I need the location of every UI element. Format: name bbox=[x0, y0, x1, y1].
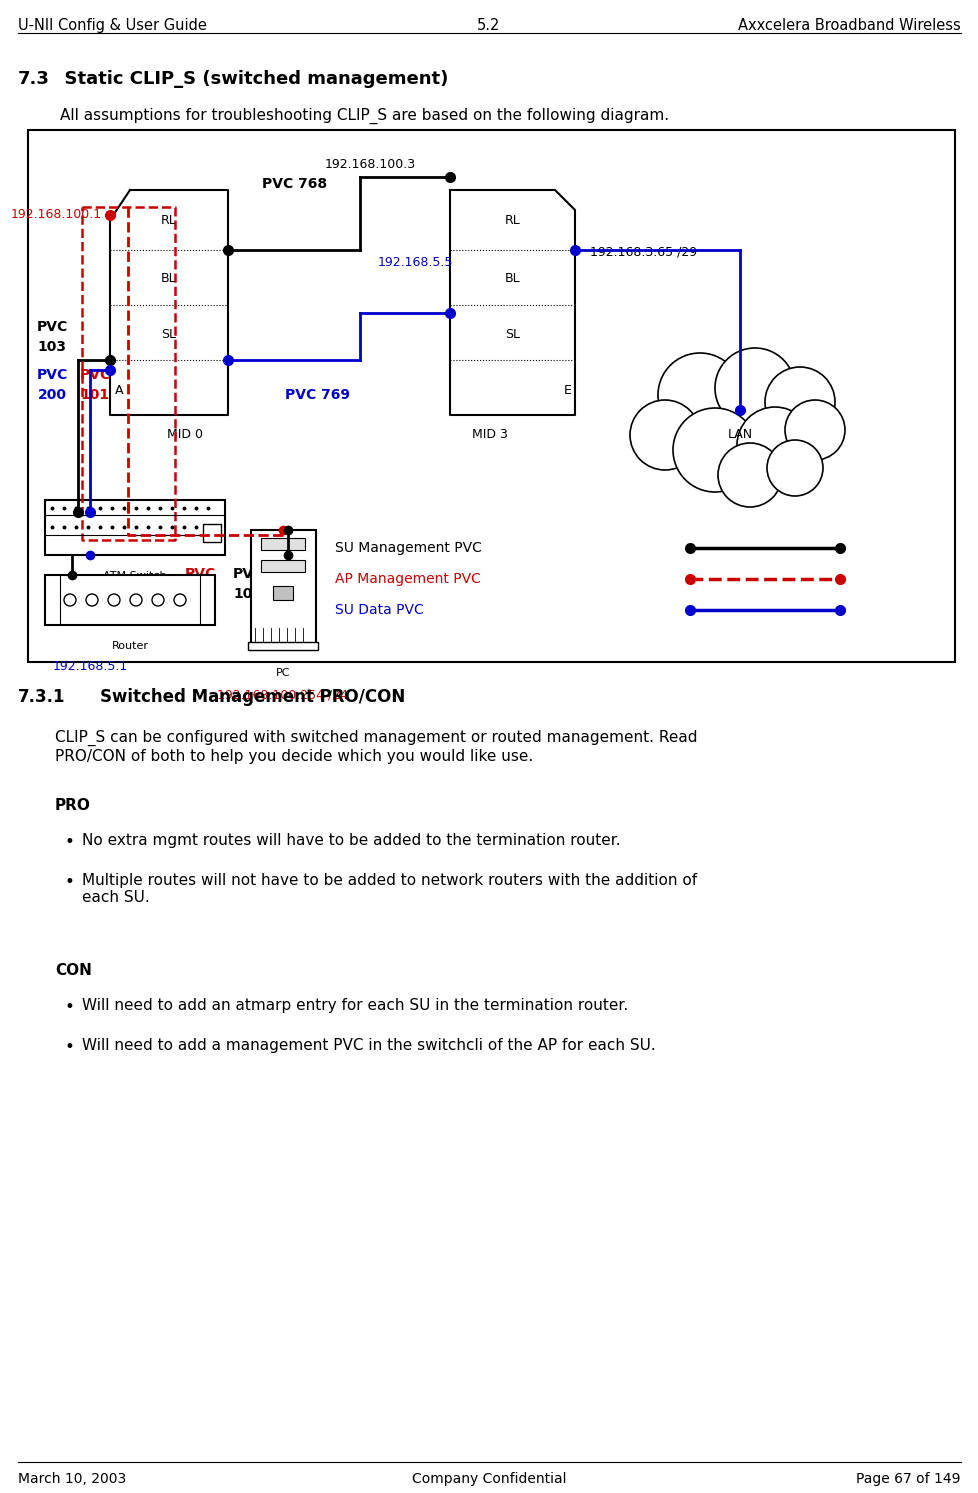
Text: Company Confidential: Company Confidential bbox=[412, 1472, 565, 1486]
Text: March 10, 2003: March 10, 2003 bbox=[18, 1472, 126, 1486]
Text: U-NII Config & User Guide: U-NII Config & User Guide bbox=[18, 18, 206, 33]
Text: PVC: PVC bbox=[79, 367, 111, 382]
Circle shape bbox=[64, 594, 76, 606]
Text: Router: Router bbox=[111, 640, 149, 651]
Text: PVC: PVC bbox=[232, 567, 263, 581]
Text: All assumptions for troubleshooting CLIP_S are based on the following diagram.: All assumptions for troubleshooting CLIP… bbox=[60, 107, 668, 124]
Text: •: • bbox=[65, 997, 74, 1017]
Text: Page 67 of 149: Page 67 of 149 bbox=[856, 1472, 960, 1486]
Circle shape bbox=[108, 594, 120, 606]
Text: PVC: PVC bbox=[36, 320, 67, 334]
Circle shape bbox=[630, 400, 699, 470]
Bar bbox=[28, 130, 954, 661]
Text: LAN: LAN bbox=[727, 428, 752, 442]
Circle shape bbox=[130, 594, 142, 606]
Text: PVC: PVC bbox=[184, 567, 215, 581]
Bar bbox=[45, 500, 225, 555]
Text: PVC 768: PVC 768 bbox=[262, 178, 328, 191]
Text: •: • bbox=[65, 833, 74, 851]
Bar bbox=[261, 560, 305, 572]
Circle shape bbox=[152, 594, 164, 606]
Text: 192.168.100.254 /24: 192.168.100.254 /24 bbox=[217, 688, 348, 702]
Text: 192.168.100.1: 192.168.100.1 bbox=[11, 209, 102, 221]
Bar bbox=[202, 524, 221, 542]
Text: •: • bbox=[65, 1038, 74, 1056]
Bar bbox=[45, 575, 215, 626]
Circle shape bbox=[784, 400, 844, 460]
Bar bbox=[250, 530, 316, 649]
Text: SL: SL bbox=[161, 328, 176, 342]
Text: CON: CON bbox=[55, 963, 92, 978]
Text: PVC: PVC bbox=[36, 367, 67, 382]
Text: BL: BL bbox=[161, 272, 177, 285]
Text: No extra mgmt routes will have to be added to the termination router.: No extra mgmt routes will have to be add… bbox=[82, 833, 620, 848]
Text: 7.3: 7.3 bbox=[18, 70, 50, 88]
Text: SU Management PVC: SU Management PVC bbox=[334, 540, 481, 555]
Text: BL: BL bbox=[505, 272, 519, 285]
Text: 101: 101 bbox=[80, 388, 110, 402]
Text: MID 0: MID 0 bbox=[167, 428, 202, 440]
Text: 7.3.1: 7.3.1 bbox=[18, 688, 66, 706]
Circle shape bbox=[766, 440, 822, 496]
Bar bbox=[273, 585, 292, 600]
Bar bbox=[261, 537, 305, 549]
Text: Will need to add an atmarp entry for each SU in the termination router.: Will need to add an atmarp entry for eac… bbox=[82, 997, 628, 1012]
Text: Will need to add a management PVC in the switchcli of the AP for each SU.: Will need to add a management PVC in the… bbox=[82, 1038, 655, 1053]
Text: RL: RL bbox=[504, 213, 520, 227]
Text: PVC 769: PVC 769 bbox=[285, 388, 350, 402]
Text: 192.168.3.65 /29: 192.168.3.65 /29 bbox=[590, 245, 696, 258]
Text: Multiple routes will not have to be added to network routers with the addition o: Multiple routes will not have to be adde… bbox=[82, 873, 696, 905]
Text: SL: SL bbox=[505, 328, 519, 342]
Text: MID 3: MID 3 bbox=[471, 428, 508, 440]
Circle shape bbox=[717, 443, 781, 508]
Text: PC: PC bbox=[276, 667, 289, 678]
Text: AP Management PVC: AP Management PVC bbox=[334, 572, 480, 585]
Text: 5.2: 5.2 bbox=[477, 18, 500, 33]
Bar bbox=[247, 642, 318, 649]
Circle shape bbox=[672, 408, 756, 493]
Text: 192.168.5.5: 192.168.5.5 bbox=[377, 255, 452, 269]
Text: 192.168.100.3: 192.168.100.3 bbox=[324, 158, 415, 172]
Circle shape bbox=[714, 348, 794, 428]
Text: Switched Management PRO/CON: Switched Management PRO/CON bbox=[100, 688, 405, 706]
Text: •: • bbox=[65, 873, 74, 891]
Text: 101: 101 bbox=[185, 587, 214, 602]
Text: Static CLIP_S (switched management): Static CLIP_S (switched management) bbox=[52, 70, 448, 88]
Circle shape bbox=[86, 594, 98, 606]
Text: 103: 103 bbox=[234, 587, 262, 602]
Circle shape bbox=[736, 408, 812, 484]
Text: Axxcelera Broadband Wireless: Axxcelera Broadband Wireless bbox=[737, 18, 960, 33]
Text: 103: 103 bbox=[37, 340, 67, 354]
Text: CLIP_S can be configured with switched management or routed management. Read
PRO: CLIP_S can be configured with switched m… bbox=[55, 730, 696, 763]
Text: ATM Switch: ATM Switch bbox=[103, 570, 166, 581]
Text: SU Data PVC: SU Data PVC bbox=[334, 603, 423, 617]
Text: RL: RL bbox=[161, 213, 177, 227]
Text: 200: 200 bbox=[37, 388, 67, 402]
Circle shape bbox=[764, 367, 834, 437]
Text: PRO: PRO bbox=[55, 797, 91, 814]
Text: 192.168.5.1: 192.168.5.1 bbox=[52, 660, 127, 673]
Circle shape bbox=[174, 594, 186, 606]
Text: A: A bbox=[114, 384, 123, 397]
Circle shape bbox=[657, 352, 741, 437]
Text: E: E bbox=[563, 384, 571, 397]
